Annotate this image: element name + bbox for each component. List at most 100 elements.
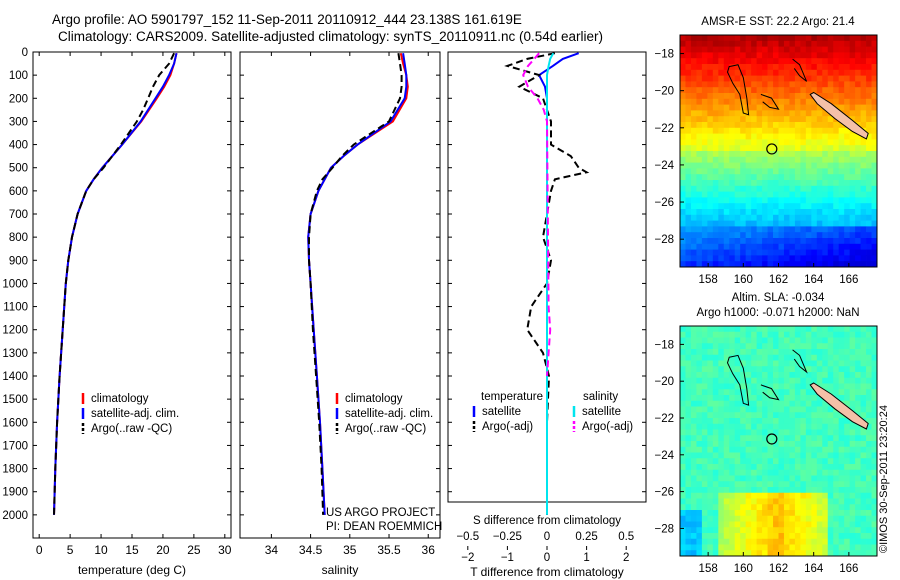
g-sla-pixel [800,418,807,425]
g-sst-pixel [789,58,796,65]
g-sla-pixel [783,435,790,442]
g-sla-pixel [822,383,829,390]
g-sla-pixel [860,372,867,379]
g-sst-pixel [729,40,736,47]
g-sst-pixel [696,110,703,117]
g-sla-pixel [794,446,801,453]
g-sla-pixel [680,538,686,545]
g-sla-pixel [712,349,719,356]
g-sla-pixel [816,366,823,373]
g-sla-pixel [789,475,796,482]
g-sla-pixel [871,521,878,528]
g-sla-pixel [838,418,845,425]
g-sst-pixel [680,98,686,105]
g-sst-pixel [778,249,785,256]
g-sla-pixel [822,544,829,551]
g-sla-pixel [712,395,719,402]
g-sst-pixel [734,58,741,65]
g-sla-pixel [756,326,763,333]
g-sla-pixel [860,337,867,344]
g-sla-pixel [696,458,703,465]
g-sst-pixel [734,156,741,163]
g-sla-pixel [827,492,834,499]
g-sla-pixel [740,481,747,488]
g-sst-pixel [767,191,774,198]
figure-title-line2: Climatology: CARS2009. Satellite-adjuste… [58,29,604,44]
g-sla-pixel [827,550,834,557]
g-sst-pixel [690,220,697,227]
g-sst-pixel [762,122,768,129]
g-sla-pixel [685,441,692,448]
g-sla-pixel [734,487,741,494]
g-sla-pixel [707,550,714,557]
g-sst-pixel [690,133,697,140]
g-sla-pixel [827,343,834,350]
g-sla-pixel [871,469,878,476]
g-sla-pixel [767,331,774,338]
g-sla-pixel [767,337,774,344]
g-sla-pixel [778,360,785,367]
g-sla-pixel [833,533,840,540]
g-sst-pixel [696,58,703,65]
g-sst-pixel [838,255,845,262]
g-sla-pixel [811,469,818,476]
g-sla-pixel [723,521,730,528]
g-sla-pixel [855,515,861,522]
g-sla-pixel [767,527,774,534]
g-sst-pixel [701,35,708,42]
g-sla-pixel [833,435,840,442]
g-sst-pixel [827,75,834,82]
g-sst-pixel [690,255,697,262]
g-sla-pixel [729,372,736,379]
g-sst-pixel [855,87,861,94]
g-sla-pixel [701,510,708,517]
g-sst-pixel [734,116,741,123]
g-sla-pixel [680,441,686,448]
g-sla-pixel [794,343,801,350]
g-sla-pixel [805,464,812,471]
g-sst-pixel [860,122,867,129]
salinity-xlabel: salinity [322,563,359,577]
g-sst-pixel [767,46,774,53]
g-sla-pixel [751,383,758,390]
g-sst-pixel [745,151,752,158]
g-sst-pixel [805,203,812,210]
g-sla-pixel [685,475,692,482]
g-sst-pixel [844,127,851,134]
g-sst-pixel [767,75,774,82]
sst-map-panel: 158 160 162 164 166−18−20−22−24−26−28AMSR-E … [654,16,878,286]
g-sla-pixel [811,395,818,402]
g-sla-pixel [734,395,741,402]
g-sst-pixel [729,64,736,71]
g-sst-pixel [751,69,758,76]
g-sst-pixel [794,180,801,187]
g-sla-pixel [745,481,752,488]
g-sla-pixel [773,527,779,534]
g-sst-pixel [871,162,878,169]
g-sla-pixel [740,527,747,534]
g-sst-pixel [690,180,697,187]
g-sst-pixel [740,35,747,42]
g-sst-pixel [723,238,730,245]
temperature-xtick-label: 15 [125,543,139,557]
g-sla-pixel [789,458,796,465]
g-sst-pixel [680,64,686,71]
g-sst-pixel [794,110,801,117]
g-sla-pixel [712,383,719,390]
g-sst-pixel [745,232,752,239]
g-sla-pixel [701,435,708,442]
g-sst-pixel [838,93,845,100]
g-sla-pixel [734,469,741,476]
g-sla-pixel [778,429,785,436]
g-sla-pixel [712,538,719,545]
g-sla-pixel [701,527,708,534]
g-sst-pixel [811,185,818,192]
g-sla-pixel [783,326,790,333]
g-sst-ytick-label: −20 [654,86,674,98]
g-sla-pixel [680,515,686,522]
g-sla-pixel [734,366,741,373]
g-sst-pixel [718,87,725,94]
g-sst-pixel [855,110,861,117]
new-caledonia-island [809,382,869,430]
g-sla-pixel [838,504,845,511]
